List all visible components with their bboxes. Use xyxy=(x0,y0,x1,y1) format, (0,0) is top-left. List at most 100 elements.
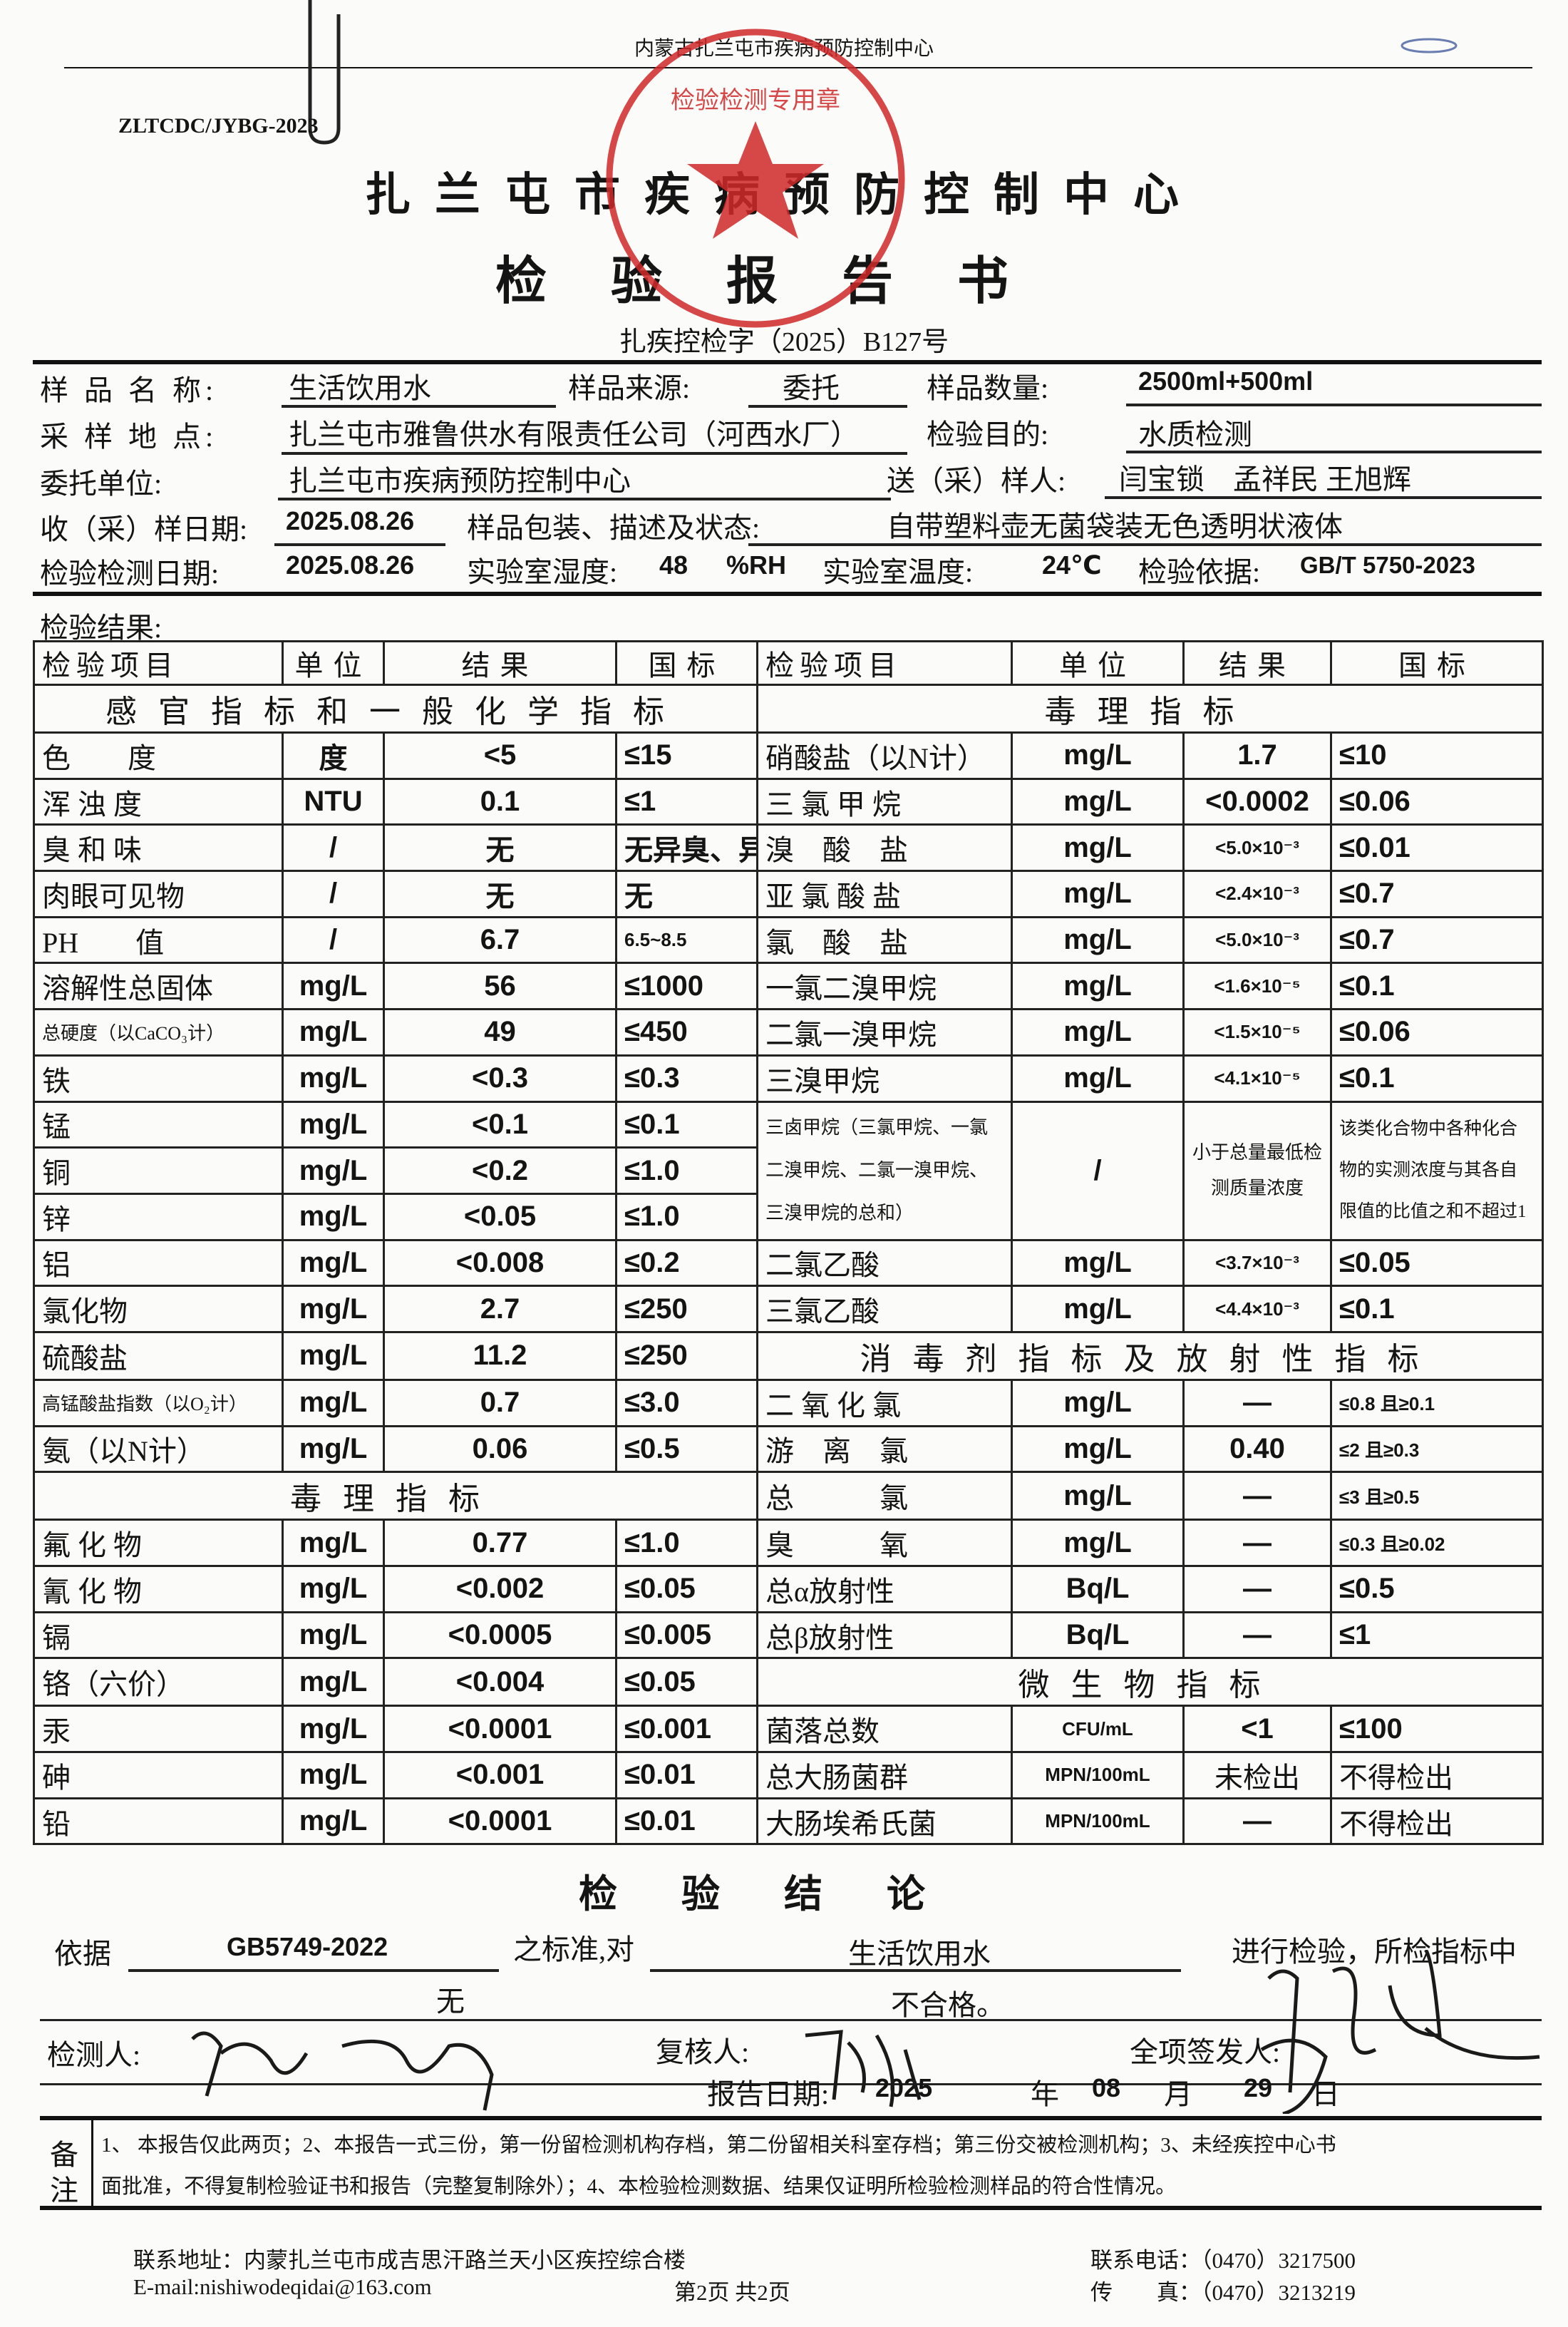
item-name: 氟 化 物 xyxy=(33,1519,284,1567)
result: — xyxy=(1182,1471,1332,1521)
table-row: 浑 浊 度 NTU 0.1 ≤1 三 氯 甲 烷 mg/L <0.0002 ≤0.06 xyxy=(33,777,1544,826)
rule xyxy=(40,2206,1542,2210)
standard: ≤1 xyxy=(615,777,758,826)
underline xyxy=(282,405,556,408)
standard: ≤0.05 xyxy=(1330,1238,1544,1288)
footer-address: 联系地址：内蒙扎兰屯市成吉思汗路兰天小区疾控综合楼 xyxy=(133,2248,686,2273)
sample-name-label: 样 品 名 称: xyxy=(40,374,218,406)
standard: ≤450 xyxy=(615,1008,758,1057)
table-row: 氰 化 物 mg/L <0.002 ≤0.05 总α放射性 Bq/L — ≤0.5 xyxy=(33,1565,1544,1613)
table-row: 色 度度 <5 ≤15 硝酸盐（以N计） mg/L 1.7 ≤10 xyxy=(33,731,1544,780)
result: <0.0001 xyxy=(383,1705,617,1754)
unit: MPN/100mL xyxy=(1011,1751,1185,1799)
item-name: 三卤甲烷（三氯甲烷、一氯二溴甲烷、二氯一溴甲烷、三溴甲烷的总和） xyxy=(756,1100,1013,1241)
result: <4.4×10⁻³ xyxy=(1182,1285,1332,1333)
section-header: 毒理指标 xyxy=(756,684,1544,734)
issuer-label: 全项签发人: xyxy=(1130,2036,1281,2068)
result: — xyxy=(1182,1378,1332,1427)
unit: mg/L xyxy=(282,1008,385,1057)
result: 0.77 xyxy=(383,1519,617,1567)
column-header: 结果 xyxy=(1182,640,1332,686)
sampler: 闫宝锁 孟祥民 王旭辉 xyxy=(1119,463,1411,495)
humidity-label: 实验室湿度: xyxy=(467,556,618,588)
standard: 无异臭、异味 xyxy=(615,823,758,873)
sample-name: 生活饮用水 xyxy=(289,372,431,404)
standard: ≤15 xyxy=(615,731,758,780)
item-name: 三溴甲烷 xyxy=(756,1054,1013,1103)
underline xyxy=(128,1969,499,1972)
unit: mg/L xyxy=(1011,777,1185,826)
tester-signature xyxy=(191,2031,494,2111)
result: 11.2 xyxy=(383,1330,617,1381)
test-basis: GB/T 5750-2023 xyxy=(1300,552,1475,578)
column-header: 检验项目 xyxy=(756,640,1013,686)
footer-email: E-mail:nishiwodeqidai@163.com xyxy=(133,2274,432,2299)
conclusion-tail: 进行检验，所检指标中 xyxy=(1232,1936,1517,1968)
humidity: 48 xyxy=(659,550,688,580)
table-row: 铝 mg/L <0.008 ≤0.2 二氯乙酸 mg/L <3.7×10⁻³ ≤0.05 xyxy=(33,1238,1544,1288)
unit: MPN/100mL xyxy=(1011,1797,1185,1846)
unit: mg/L xyxy=(1011,915,1185,965)
result: <0.001 xyxy=(383,1751,617,1799)
table-row: 汞 mg/L <0.0001 ≤0.001 菌落总数 CFU/mL <1 ≤100 xyxy=(33,1705,1544,1754)
standard: ≤2 且≥0.3 xyxy=(1330,1424,1544,1474)
table-row: 镉 mg/L <0.0005 ≤0.005 总β放射性 Bq/L — ≤1 xyxy=(33,1611,1544,1660)
result: <0.2 xyxy=(383,1146,617,1195)
unit: mg/L xyxy=(1011,1424,1185,1474)
result: 49 xyxy=(383,1008,617,1057)
table-row: 总硬度（以CaCO₃计） mg/L 49 ≤450 二氯一溴甲烷 mg/L <1.5×10⁻… xyxy=(33,1008,1544,1057)
standard: ≤0.1 xyxy=(615,1100,758,1149)
standard: ≤0.3 且≥0.02 xyxy=(1330,1519,1544,1567)
result: <5.0×10⁻³ xyxy=(1182,915,1332,965)
standard: ≤0.001 xyxy=(615,1705,758,1754)
sample-source-label: 样品来源: xyxy=(568,372,691,404)
item-name: 二 氧 化 氯 xyxy=(756,1378,1013,1427)
stamp-text: 检验检测专用章 xyxy=(671,87,840,114)
conclusion-object: 生活饮用水 xyxy=(848,1938,991,1970)
underline xyxy=(40,2019,1542,2021)
result: — xyxy=(1182,1797,1332,1846)
item-name: 浑 浊 度 xyxy=(33,777,284,826)
table-row: 硫酸盐 mg/L 11.2 ≤250 消毒剂指标及放射性指标 xyxy=(33,1330,1544,1381)
item-name: 二氯乙酸 xyxy=(756,1238,1013,1288)
doc-code: ZLTCDC/JYBG-2023 xyxy=(118,114,319,138)
item-name: 臭 和 味 xyxy=(33,823,284,873)
item-name: 锰 xyxy=(33,1100,284,1149)
unit: mg/L xyxy=(1011,1008,1185,1057)
item-name: 铁 xyxy=(33,1054,284,1103)
result: <0.1 xyxy=(383,1100,617,1149)
unit: 度 xyxy=(282,731,385,780)
underline xyxy=(748,405,907,408)
unit: / xyxy=(282,823,385,873)
standard: ≤0.5 xyxy=(615,1424,758,1474)
standard: ≤0.2 xyxy=(615,1238,758,1288)
recv-date-label: 收（采）样日期: xyxy=(40,513,248,545)
column-header: 单位 xyxy=(282,640,385,686)
unit: Bq/L xyxy=(1011,1565,1185,1613)
table-row: 铜 mg/L <0.2 ≤1.0 xyxy=(33,1146,1543,1195)
item-name: 总大肠菌群 xyxy=(756,1751,1013,1799)
sample-source: 委托 xyxy=(783,372,840,404)
underline xyxy=(1126,451,1542,453)
table-header: 检验项目 单位 结果 国标 检验项目 单位 结果 国标 xyxy=(33,640,1544,686)
result: 1.7 xyxy=(1182,731,1332,780)
result: <0.008 xyxy=(383,1238,617,1288)
unit: mg/L xyxy=(1011,1238,1185,1288)
underline xyxy=(1105,496,1542,499)
unit: NTU xyxy=(282,777,385,826)
report-day: 29 xyxy=(1244,2073,1273,2102)
unit: mg/L xyxy=(282,1192,385,1241)
standard: ≤0.1 xyxy=(1330,1054,1544,1103)
results-table: 检验项目 单位 结果 国标 检验项目 单位 结果 国标 感官指标和一般化学指标 毒理指标色 度度 <… xyxy=(33,640,1544,1846)
item-name: 臭 氧 xyxy=(756,1519,1013,1567)
logo-icon xyxy=(1401,38,1458,53)
standard: ≤1.0 xyxy=(615,1146,758,1195)
result: <1 xyxy=(1182,1705,1332,1754)
item-name: 大肠埃希氏菌 xyxy=(756,1797,1013,1846)
column-header: 结果 xyxy=(383,640,617,686)
standard: ≤0.05 xyxy=(615,1657,758,1707)
column-header: 国标 xyxy=(1330,640,1544,686)
standard: ≤0.8 且≥0.1 xyxy=(1330,1378,1544,1427)
rule xyxy=(33,592,1542,596)
top-rule xyxy=(64,67,1532,68)
